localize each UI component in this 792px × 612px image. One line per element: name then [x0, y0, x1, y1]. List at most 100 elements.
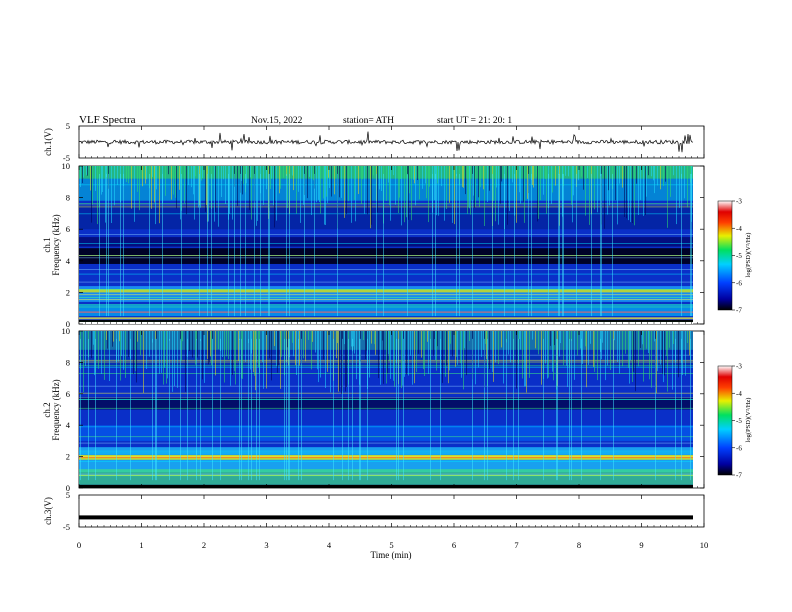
time-axis-label: Time (min)	[371, 550, 412, 560]
spec-streak	[516, 166, 517, 223]
spec-sferic	[88, 338, 89, 481]
spec-sferic	[456, 173, 457, 317]
ch2-colorbar-scale	[717, 365, 733, 476]
spec-streak	[399, 166, 400, 198]
spec-streak	[523, 166, 524, 202]
spec-hline	[79, 426, 693, 428]
spec-streak	[496, 166, 497, 188]
spec-streak	[585, 331, 586, 347]
spec-streak	[630, 166, 631, 223]
spec-streak	[404, 166, 405, 223]
spec-streak	[207, 331, 208, 360]
xtick-label: 5	[389, 540, 393, 550]
spec-sferic	[600, 338, 601, 481]
spec-streak	[401, 331, 402, 389]
spec-hline	[79, 299, 693, 300]
spec-streak	[390, 166, 391, 221]
spec-streak	[605, 331, 606, 381]
spec-sferic	[196, 338, 197, 481]
spec-streak	[645, 166, 646, 215]
spec-streak	[283, 166, 284, 178]
spec-streak	[388, 331, 389, 355]
spec-streak	[489, 331, 490, 369]
spec-streak	[346, 166, 347, 215]
spec-streak	[354, 166, 355, 200]
spec-streak	[480, 166, 481, 188]
spec-streak	[204, 331, 205, 383]
spec-streak	[552, 166, 553, 193]
spec-streak	[198, 166, 199, 208]
spec-hline	[79, 294, 693, 296]
spec-streak	[469, 166, 470, 209]
spec-streak	[442, 331, 443, 383]
spec-streak	[195, 166, 196, 177]
ch1-colorbar-scale	[717, 200, 733, 311]
spec-streak	[135, 331, 136, 372]
spec-streak	[266, 331, 267, 389]
spec-streak	[374, 331, 375, 345]
spec-streak	[415, 166, 416, 206]
spec-streak	[121, 331, 122, 356]
spec-streak	[516, 331, 517, 389]
spec-streak	[446, 166, 447, 209]
spec-streak	[395, 166, 396, 205]
spec-streak	[413, 166, 414, 180]
spec-streak	[262, 331, 263, 363]
spec-streak	[663, 166, 664, 186]
spec-streak	[617, 331, 618, 362]
spec-streak	[500, 166, 501, 204]
spec-streak	[548, 331, 549, 378]
spec-streak	[315, 331, 316, 353]
spec-streak	[685, 331, 686, 376]
spec-streak	[673, 166, 674, 176]
spec-sferic	[260, 173, 261, 317]
spec-sferic	[557, 338, 558, 481]
spec-streak	[375, 331, 376, 355]
spec-streak	[93, 331, 94, 345]
spec-streak	[580, 331, 581, 349]
spec-streak	[418, 331, 419, 354]
spec-streak	[239, 331, 240, 340]
spec-streak	[251, 166, 252, 220]
spec-streak	[180, 166, 181, 220]
spec-streak	[684, 166, 685, 199]
ch2-channel-label: ch.2	[42, 402, 52, 417]
spec-sferic	[156, 338, 157, 481]
spec-streak	[120, 331, 121, 381]
spec-streak	[632, 331, 633, 382]
xtick-label: 2	[202, 540, 206, 550]
spec-streak	[109, 331, 110, 381]
spec-streak	[474, 166, 475, 208]
spec-streak	[624, 166, 625, 217]
spec-streak	[568, 166, 569, 177]
spec-streak	[87, 166, 88, 176]
spec-sferic	[180, 338, 181, 481]
spec-streak	[173, 166, 174, 195]
ch1-spectrogram-ylabel: Frequency (kHz)	[51, 214, 61, 275]
spec-streak	[646, 331, 647, 349]
spec-sferic	[248, 338, 249, 481]
spec-streak	[293, 166, 294, 191]
spec-streak	[524, 331, 525, 387]
start-ut-label: start UT = 21: 20: 1	[437, 116, 512, 126]
spec-sferic	[228, 173, 229, 317]
spec-streak	[209, 331, 210, 363]
spec-sferic	[360, 338, 361, 481]
spec-sferic	[472, 173, 473, 317]
spec-hline	[79, 206, 693, 208]
spec-streak	[201, 166, 202, 181]
ch2-colorbar-tick-label: -5	[736, 417, 742, 425]
spec-streak	[133, 331, 134, 374]
spec-streak	[159, 166, 160, 224]
spec-sferic	[187, 338, 188, 481]
spec-streak	[172, 331, 173, 392]
spec-streak	[571, 331, 572, 342]
spec-band	[79, 484, 693, 488]
spec-streak	[414, 331, 415, 384]
xtick-label: 9	[639, 540, 643, 550]
spec-streak	[577, 331, 578, 356]
spec-streak	[164, 331, 165, 368]
spec-streak	[657, 331, 658, 372]
spec-streak	[610, 331, 611, 370]
spec-streak	[510, 331, 511, 363]
